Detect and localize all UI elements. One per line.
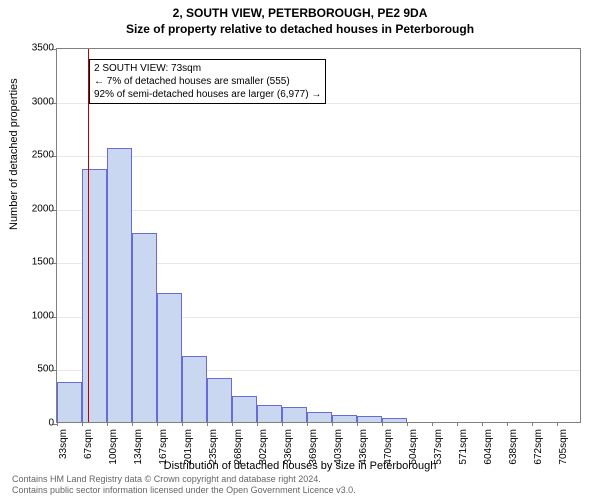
histogram-bar xyxy=(332,415,357,423)
histogram-bar xyxy=(107,148,132,422)
ytick-label: 2500 xyxy=(14,150,54,161)
chart-title-2: Size of property relative to detached ho… xyxy=(0,22,600,36)
xtick-label: 638sqm xyxy=(508,429,519,469)
xtick-label: 537sqm xyxy=(433,429,444,469)
xtick-mark xyxy=(357,422,358,426)
chart-title-1: 2, SOUTH VIEW, PETERBOROUGH, PE2 9DA xyxy=(0,6,600,20)
xtick-mark xyxy=(182,422,183,426)
xtick-mark xyxy=(257,422,258,426)
xtick-label: 33sqm xyxy=(58,429,69,469)
xtick-label: 268sqm xyxy=(233,429,244,469)
histogram-bar xyxy=(382,418,407,422)
histogram-bar xyxy=(307,412,332,422)
xtick-mark xyxy=(507,422,508,426)
histogram-bar xyxy=(132,233,157,422)
xtick-label: 235sqm xyxy=(208,429,219,469)
xtick-mark xyxy=(207,422,208,426)
xtick-mark xyxy=(107,422,108,426)
histogram-bar xyxy=(357,416,382,422)
histogram-bar xyxy=(282,407,307,422)
histogram-bar xyxy=(257,405,282,422)
ytick-label: 0 xyxy=(14,418,54,429)
xtick-mark xyxy=(332,422,333,426)
xtick-label: 604sqm xyxy=(483,429,494,469)
ytick-label: 500 xyxy=(14,364,54,375)
plot-area: 2 SOUTH VIEW: 73sqm ← 7% of detached hou… xyxy=(56,48,581,423)
xtick-label: 67sqm xyxy=(83,429,94,469)
xtick-label: 100sqm xyxy=(108,429,119,469)
histogram-bar xyxy=(57,382,82,422)
histogram-bar xyxy=(207,378,232,422)
xtick-mark xyxy=(457,422,458,426)
xtick-mark xyxy=(407,422,408,426)
xtick-mark xyxy=(482,422,483,426)
footer: Contains HM Land Registry data © Crown c… xyxy=(12,474,356,496)
xtick-label: 201sqm xyxy=(183,429,194,469)
annotation-box: 2 SOUTH VIEW: 73sqm ← 7% of detached hou… xyxy=(89,59,326,104)
xtick-mark xyxy=(282,422,283,426)
xtick-label: 470sqm xyxy=(383,429,394,469)
footer-line-2: Contains public sector information licen… xyxy=(12,485,356,496)
xtick-label: 369sqm xyxy=(308,429,319,469)
xtick-mark xyxy=(432,422,433,426)
reference-line xyxy=(88,49,89,422)
xtick-label: 705sqm xyxy=(558,429,569,469)
histogram-bar xyxy=(82,169,107,422)
xtick-mark xyxy=(132,422,133,426)
ytick-label: 1000 xyxy=(14,310,54,321)
histogram-bar xyxy=(182,356,207,422)
histogram-chart: 2, SOUTH VIEW, PETERBOROUGH, PE2 9DA Siz… xyxy=(0,0,600,500)
annotation-line-1: 2 SOUTH VIEW: 73sqm xyxy=(94,62,321,75)
xtick-label: 436sqm xyxy=(358,429,369,469)
xtick-mark xyxy=(57,422,58,426)
annotation-line-3: 92% of semi-detached houses are larger (… xyxy=(94,88,321,101)
xtick-label: 336sqm xyxy=(283,429,294,469)
ytick-label: 3500 xyxy=(14,43,54,54)
ytick-label: 2000 xyxy=(14,203,54,214)
annotation-line-2: ← 7% of detached houses are smaller (555… xyxy=(94,75,321,88)
xtick-label: 167sqm xyxy=(158,429,169,469)
ytick-label: 3000 xyxy=(14,96,54,107)
footer-line-1: Contains HM Land Registry data © Crown c… xyxy=(12,474,356,485)
xtick-label: 403sqm xyxy=(333,429,344,469)
xtick-mark xyxy=(82,422,83,426)
histogram-bar xyxy=(232,396,257,422)
xtick-mark xyxy=(157,422,158,426)
xtick-mark xyxy=(232,422,233,426)
xtick-label: 134sqm xyxy=(133,429,144,469)
gridline xyxy=(57,210,580,211)
xtick-mark xyxy=(382,422,383,426)
xtick-label: 302sqm xyxy=(258,429,269,469)
histogram-bar xyxy=(157,293,182,422)
xtick-label: 571sqm xyxy=(458,429,469,469)
title-block: 2, SOUTH VIEW, PETERBOROUGH, PE2 9DA Siz… xyxy=(0,0,600,36)
xtick-label: 672sqm xyxy=(533,429,544,469)
xtick-mark xyxy=(307,422,308,426)
ytick-label: 1500 xyxy=(14,257,54,268)
gridline xyxy=(57,156,580,157)
xtick-mark xyxy=(532,422,533,426)
xtick-label: 504sqm xyxy=(408,429,419,469)
xtick-mark xyxy=(557,422,558,426)
